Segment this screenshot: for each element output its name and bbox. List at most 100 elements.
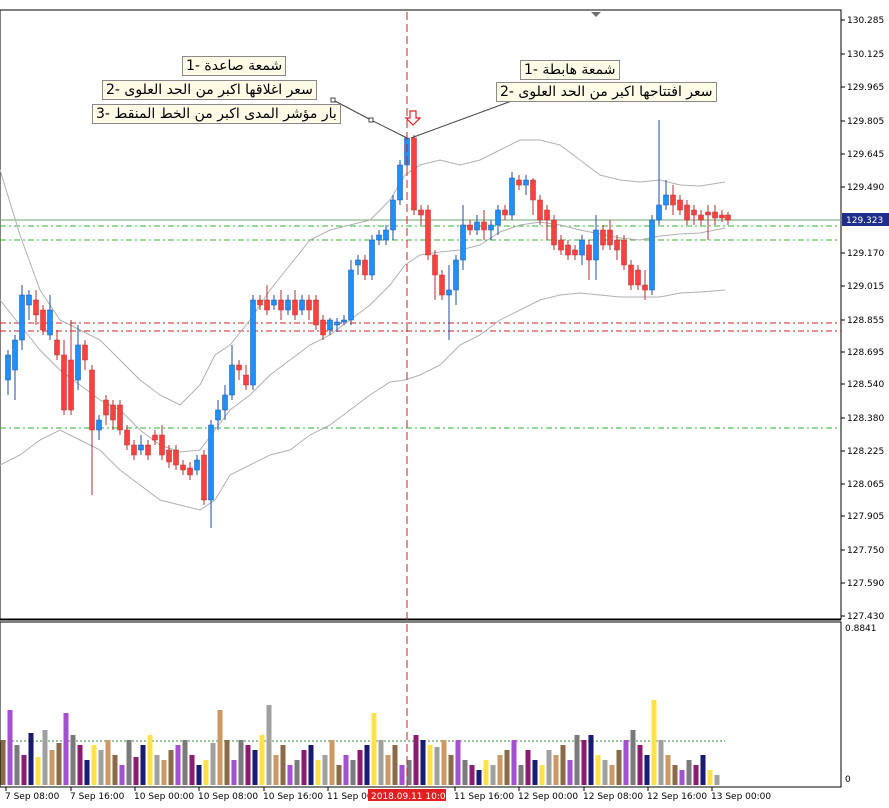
volume-bar [490, 765, 496, 785]
candle-body [397, 164, 403, 201]
candle-body [194, 459, 200, 471]
note-right-line1[interactable]: شمعة هابطة -1 [520, 60, 620, 80]
price-axis: 130.285 130.125 129.965 129.805 129.645 129.4… [841, 16, 884, 622]
volume-bar [511, 740, 517, 785]
volume-bar [637, 745, 643, 785]
candle-body [306, 299, 312, 311]
price-axis-label: 129.490 [847, 183, 884, 193]
candle-body [131, 444, 137, 456]
volume-bar [105, 740, 111, 785]
candle-body [418, 209, 424, 216]
candle-body [523, 179, 529, 186]
volume-bar [476, 770, 482, 785]
time-axis-label: 11 Sep 16:00 [454, 792, 514, 802]
candle-body [691, 209, 697, 216]
price-axis-label: 128.065 [847, 480, 884, 490]
volume-bar [483, 760, 489, 785]
volume-bar [406, 760, 412, 785]
volume-bar [497, 755, 503, 785]
volume-bar [49, 750, 55, 785]
candle-body [656, 204, 662, 221]
volume-bar [7, 710, 13, 785]
price-axis-label: 129.965 [847, 83, 884, 93]
volume-bar [287, 765, 293, 785]
candle-body [593, 229, 599, 261]
candle-body [33, 299, 39, 316]
volume-bar [630, 730, 636, 785]
volume-bar [91, 745, 97, 785]
candle-body [725, 214, 731, 221]
volume-axis-bottom-label: 0 [845, 775, 851, 785]
candle-body [222, 394, 228, 411]
volume-bar [315, 760, 321, 785]
volume-bar [364, 745, 370, 785]
volume-bar [322, 755, 328, 785]
note-right-line2[interactable]: سعر افتتاحها اكبر من الحد العلوى -2 [496, 82, 717, 102]
volume-bar [504, 750, 510, 785]
candle-body [537, 199, 543, 221]
candle-body [481, 221, 487, 231]
time-axis: 7 Sep 08:00 7 Sep 16:00 10 Sep 00:00 10 Sep… [5, 787, 771, 802]
candle-body [201, 454, 207, 501]
volume-bar [280, 745, 286, 785]
volume-bar [518, 765, 524, 785]
time-highlight-label: 2018.09.11 10:00 [371, 792, 452, 802]
candle-body [159, 434, 165, 456]
volume-bar [532, 760, 538, 785]
candle-body [82, 344, 88, 361]
note-left-line1[interactable]: شمعة صاعدة -1 [182, 56, 287, 76]
volume-bar [154, 755, 160, 785]
candle-body [558, 239, 564, 251]
candle-body [432, 254, 438, 276]
candle-body [145, 444, 151, 456]
volume-bar [252, 750, 258, 785]
candle-body [271, 299, 277, 306]
volume-bar [133, 757, 139, 785]
candle-body [243, 374, 249, 386]
candle-body [68, 359, 74, 411]
volume-bar [182, 740, 188, 785]
candle-body [215, 409, 221, 421]
note-left-line2[interactable]: سعر اغلاقها اكبر من الحد العلوى -2 [102, 80, 317, 100]
candle-body [348, 269, 354, 321]
candle-body [684, 204, 690, 221]
candle-body [635, 269, 641, 286]
volume-bar [679, 770, 685, 785]
volume-bar [707, 770, 713, 785]
note-left-line3[interactable]: بار مؤشر المدى اكبر من الخط المنقط -3 [92, 104, 341, 124]
candle-body [607, 229, 613, 246]
volume-bar [434, 747, 440, 785]
candle-body [96, 419, 102, 431]
candle-body [705, 211, 711, 216]
volume-bar [119, 765, 125, 785]
volume-bar [273, 755, 279, 785]
candle-body [383, 229, 389, 241]
candle-body [474, 221, 480, 231]
volume-bar [441, 740, 447, 785]
candle-body [425, 209, 431, 256]
candle-body [411, 137, 417, 211]
candle-body [180, 464, 186, 471]
volume-bar [21, 755, 27, 785]
candle-body [264, 299, 270, 311]
price-axis-label: 129.805 [847, 117, 884, 127]
volume-bar [203, 760, 209, 785]
volume-bar [385, 755, 391, 785]
volume-bar [84, 760, 90, 785]
candle-body [670, 194, 676, 206]
volume-bar [581, 740, 587, 785]
candle-body [229, 364, 235, 396]
volume-bar [700, 755, 706, 785]
candle-body [460, 224, 466, 261]
candle-body [19, 294, 25, 341]
volume-bar [371, 713, 377, 785]
volume-bar [245, 745, 251, 785]
time-axis-label: 7 Sep 16:00 [70, 792, 125, 802]
volume-bar [189, 755, 195, 785]
volume-bar [469, 765, 475, 785]
volume-bar [693, 765, 699, 785]
candle-body [236, 364, 242, 371]
candle-body [488, 224, 494, 231]
candle-body [628, 264, 634, 286]
